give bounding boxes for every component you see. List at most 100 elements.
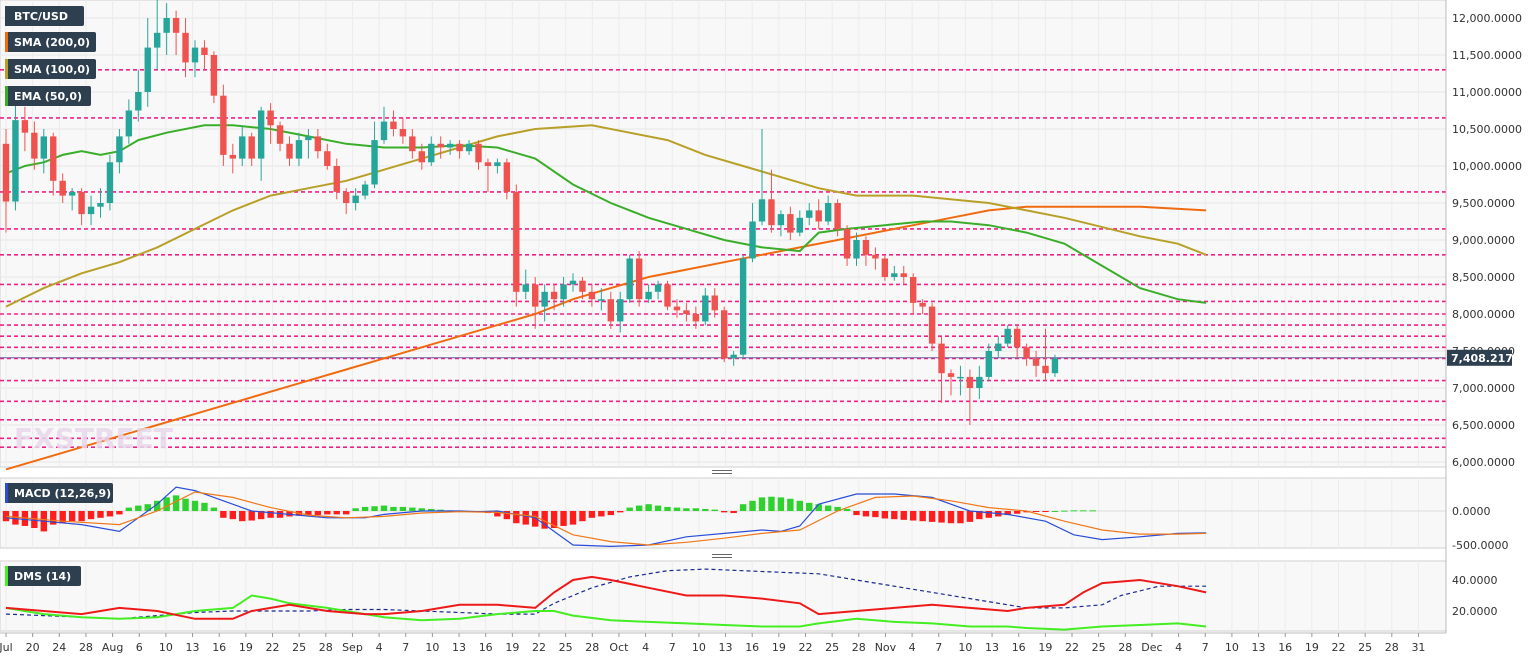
price-tick-label: 12,000.0000 [1452,12,1522,25]
macd-histogram-bar [607,511,614,516]
time-tick-label: 13 [186,641,200,654]
candle-body [673,306,681,311]
candle [711,288,718,318]
macd-histogram-bar [324,511,331,515]
time-tick-label: 4 [642,641,649,654]
sma200-badge-accent [5,32,8,52]
candle [31,121,38,170]
macd-badge: MACD (12,26,9) [5,483,113,503]
sma100-badge-bg [5,59,96,79]
candle-body [475,143,482,163]
macd-histogram-bar [1013,511,1021,514]
candle [843,225,851,266]
candle-body [191,47,199,63]
candle-body [749,221,756,259]
price-tick-label: 9,000.0000 [1452,234,1515,247]
macd-histogram-bar [210,507,218,511]
candle [758,129,766,226]
candle [191,40,199,78]
macd-signal-line [5,491,1207,546]
symbol-badge-label: BTC/USD [14,10,68,23]
macd-histogram-bar [390,506,397,511]
macd-histogram-bar [428,508,435,511]
macd-histogram-bar [966,511,974,522]
candle-body [995,343,1002,351]
candle [777,210,785,237]
ema50-badge-bg [5,86,91,106]
candle [872,247,879,270]
candle [995,336,1002,359]
candle [2,129,10,233]
macd-histogram-bar [352,508,359,511]
candle-body [824,203,832,222]
time-tick-label: 7 [935,641,942,654]
macd-histogram-bar [683,508,690,511]
dms-badge-bg [5,566,81,586]
macd-histogram-bar [68,511,76,522]
candle [1042,328,1049,381]
candle [229,143,236,174]
candle [957,365,964,396]
time-tick-label: 13 [719,641,733,654]
macd-histogram-bar [2,511,10,522]
candle [654,280,662,300]
time-tick-label: 13 [985,641,999,654]
macd-histogram-bar [730,511,737,514]
candle-body [399,129,407,137]
macd-histogram-bar [418,508,425,511]
candle [966,369,974,425]
candle-body [418,151,425,163]
macd-histogram-bar [928,511,936,522]
macd-histogram-bar [106,511,114,517]
candle-body [428,143,435,163]
macd-histogram-bar [286,511,293,517]
candle-body [456,143,463,152]
candle [87,195,95,226]
macd-histogram-bar [1070,510,1078,512]
candle [220,84,227,166]
candle [182,18,189,78]
time-tick-label: 25 [1092,641,1106,654]
sma200-badge-bg [5,32,96,52]
candle [248,132,255,166]
macd-histogram-bar [343,511,350,515]
candle [645,284,652,303]
candle-body [50,136,57,181]
current-price-badge [1447,349,1512,366]
macd-histogram-bar [97,511,104,518]
candle-body [229,154,236,159]
ema50-badge-label: EMA (50,0) [14,90,82,103]
ema50-badge-accent [5,86,8,106]
macd-histogram-bar [617,511,624,513]
candle [806,203,813,226]
candle-body [702,295,709,322]
candle [324,143,331,170]
candle [749,203,756,263]
sma100-badge-label: SMA (100,0) [14,63,90,76]
candle-body [144,47,151,92]
macd-histogram-bar [872,511,879,518]
time-tick-label: 22 [532,641,546,654]
panel-resize-handle-1[interactable] [712,554,732,558]
time-tick-label: 25 [559,641,573,654]
time-tick-label: 22 [1332,641,1346,654]
price-tick-label: 10,500.0000 [1452,123,1522,136]
candle-body [579,280,586,292]
candle [380,106,388,144]
macd-histogram-bar [1004,511,1011,516]
candle [418,143,425,170]
candle-body [484,162,492,166]
candle-body [928,306,936,344]
candle-body [1023,347,1030,359]
candle [947,369,955,396]
candle [97,188,104,218]
candle-body [68,191,76,196]
macd-histogram-bar [1051,511,1059,512]
candle-body [59,180,66,196]
time-tick-label: 10 [692,641,706,654]
time-tick-label: 10 [1225,641,1239,654]
macd-histogram-bar [135,505,142,511]
panel-resize-handle-0[interactable] [712,470,732,474]
candle [456,140,463,159]
time-tick-label: Aug [102,641,123,654]
